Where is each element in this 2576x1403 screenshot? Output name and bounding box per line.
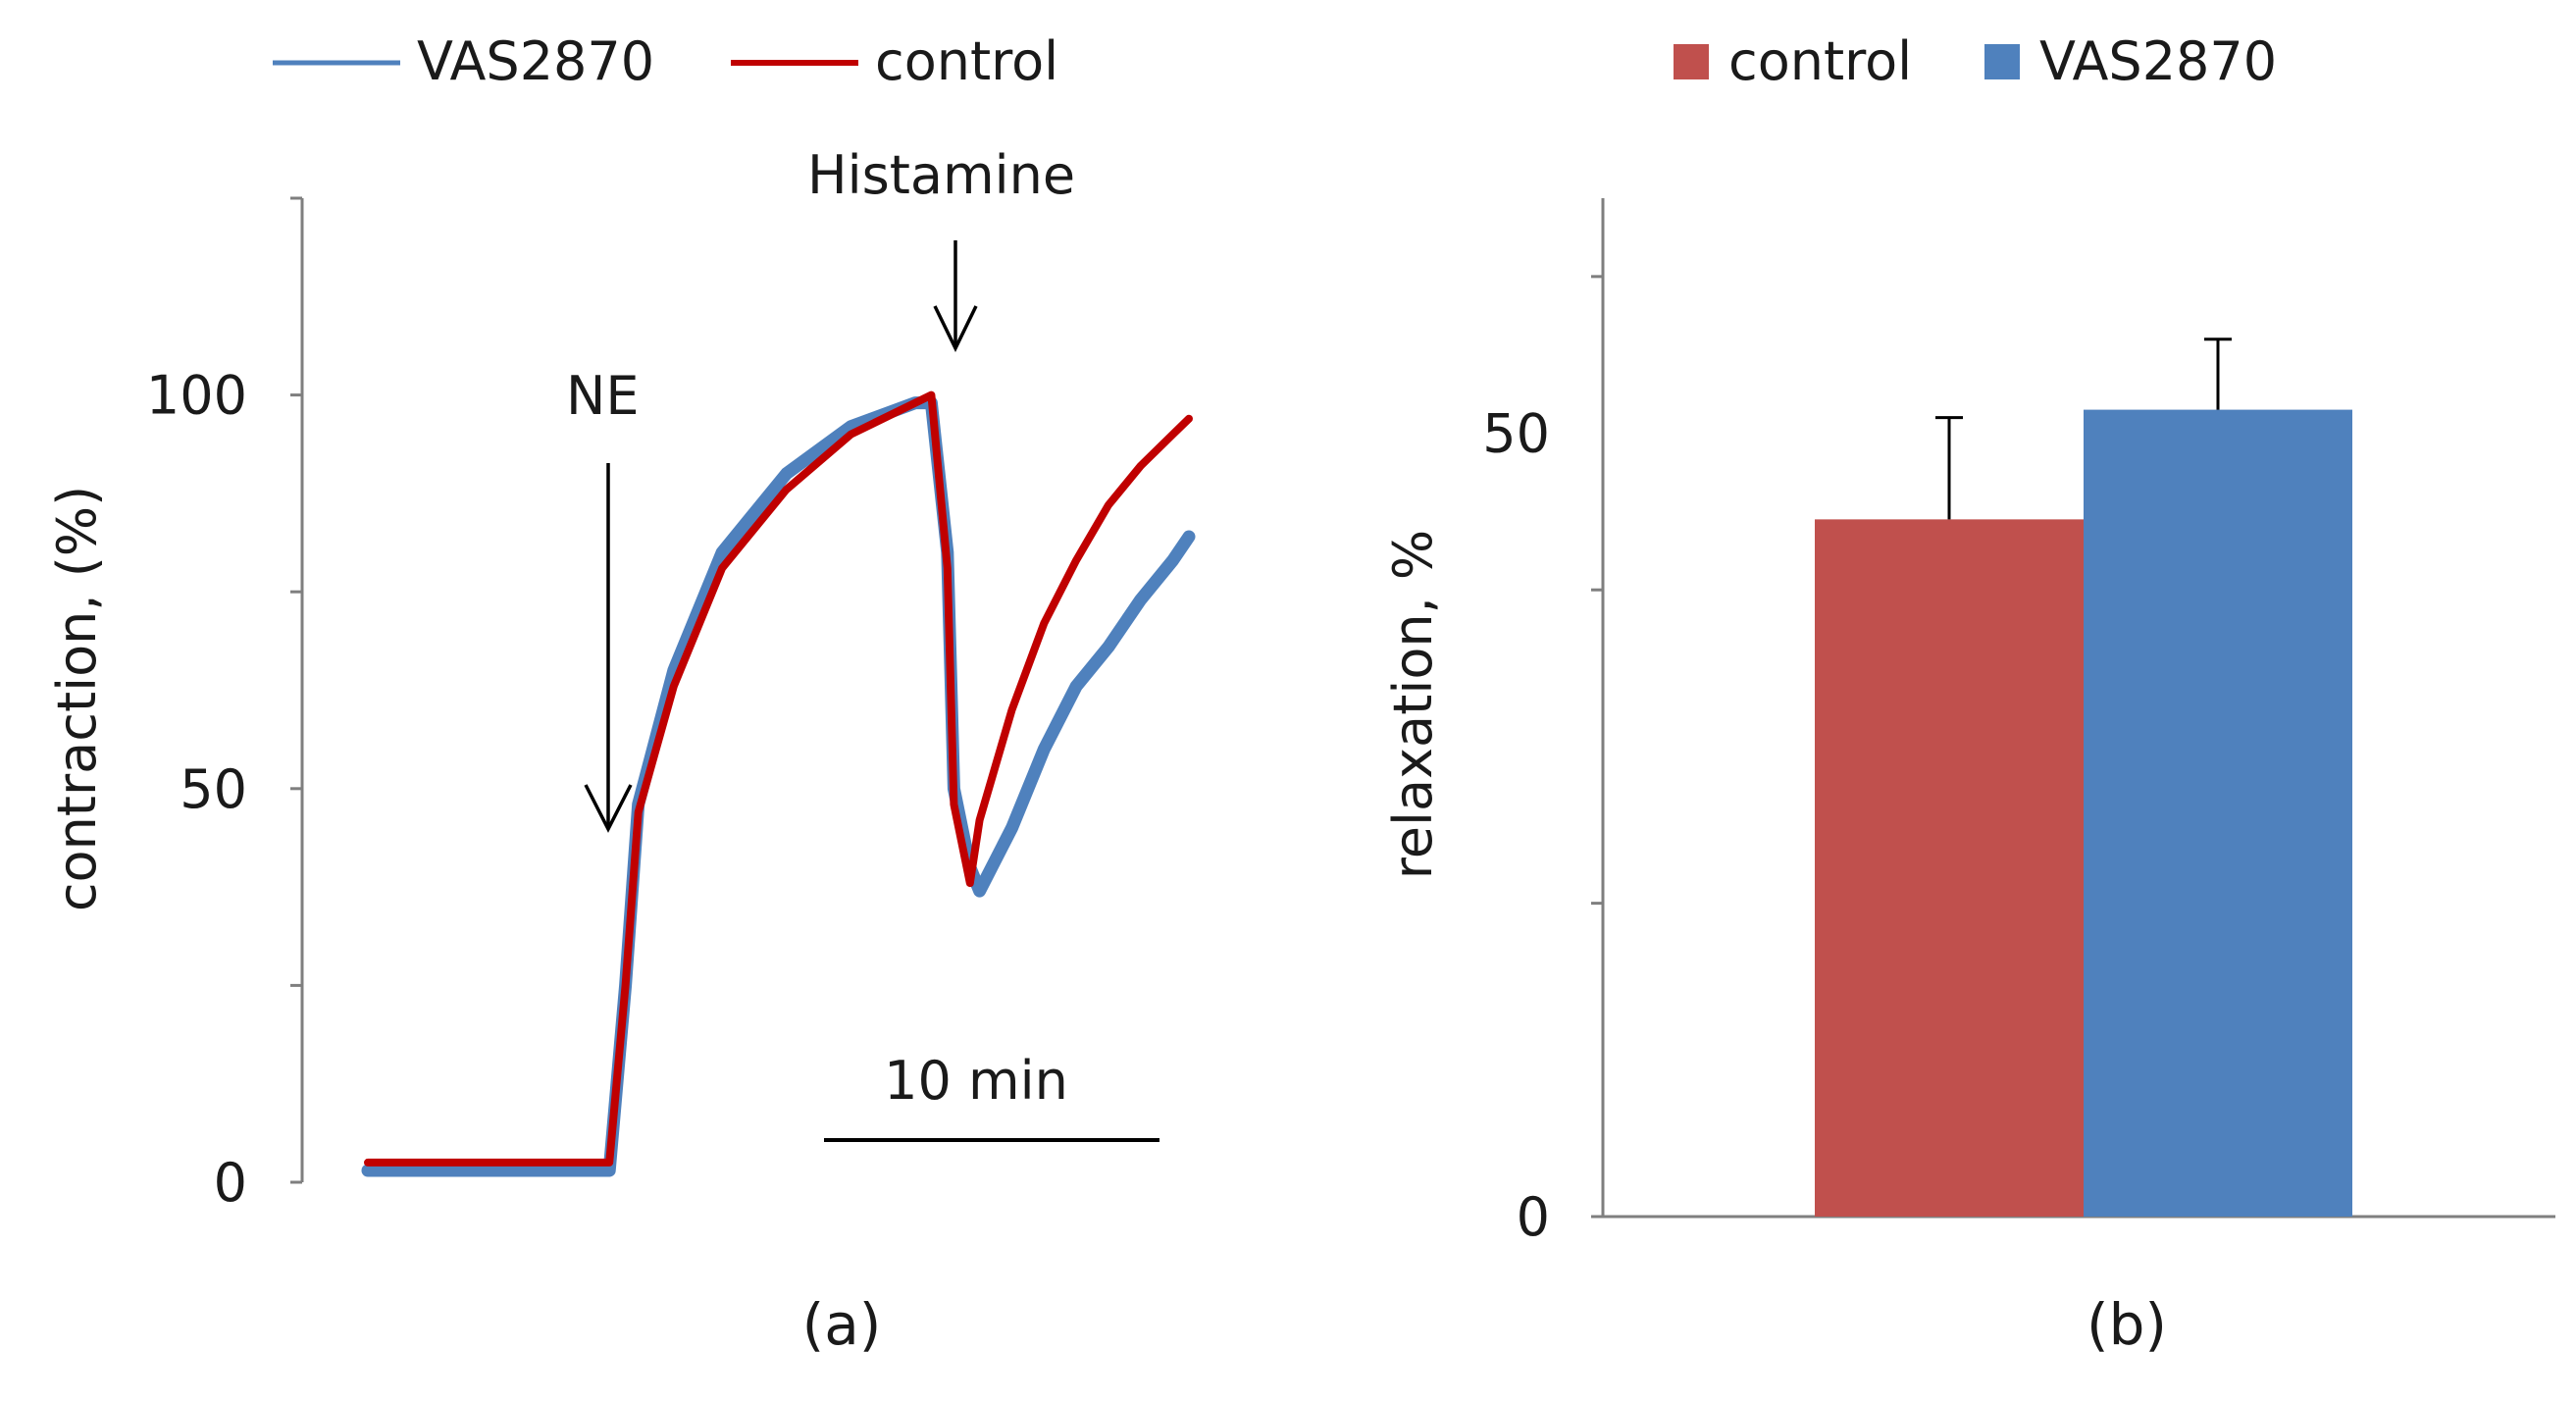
ne-arrow-head	[584, 784, 633, 833]
legend-b: control VAS2870	[1674, 30, 2277, 92]
y-axis-label-a: contraction, (%)	[46, 486, 108, 911]
bar-control	[1815, 519, 2084, 1217]
series-line-control	[364, 390, 1193, 1167]
series-a	[361, 390, 1196, 1177]
annotation-ne: NE	[566, 365, 640, 427]
panel-label-a: (a)	[802, 1291, 882, 1358]
legend-a: VAS2870 control	[273, 30, 1058, 92]
annotation-histamine: Histamine	[807, 144, 1075, 206]
bar-vas2870	[2084, 409, 2352, 1218]
y-ticks-a: 0 50 100	[146, 196, 302, 1214]
legend-b-swatch-control	[1674, 44, 1709, 79]
legend-b-label-vas2870: VAS2870	[2039, 30, 2277, 92]
histamine-arrow-head	[933, 305, 978, 352]
legend-b-label-control: control	[1728, 30, 1912, 92]
legend-a-label-vas2870: VAS2870	[417, 30, 654, 92]
panel-label-b: (b)	[2087, 1291, 2167, 1358]
legend-b-swatch-vas2870	[1984, 44, 2020, 79]
bars-b	[1815, 338, 2352, 1218]
y-tick-label-b: 50	[1482, 403, 1550, 465]
y-tick-label-a: 0	[214, 1152, 247, 1214]
y-tick-label-b: 0	[1517, 1186, 1550, 1248]
panel-b-bar-chart: control VAS2870 0 50 relaxation, % (b)	[1382, 30, 2555, 1358]
y-tick-label-a: 100	[146, 365, 247, 427]
legend-a-label-control: control	[875, 30, 1058, 92]
y-ticks-b: 0 50	[1482, 275, 1603, 1248]
y-axis-label-b: relaxation, %	[1382, 530, 1444, 879]
y-tick-label-a: 50	[180, 758, 247, 820]
scale-bar-label: 10 min	[884, 1050, 1068, 1112]
